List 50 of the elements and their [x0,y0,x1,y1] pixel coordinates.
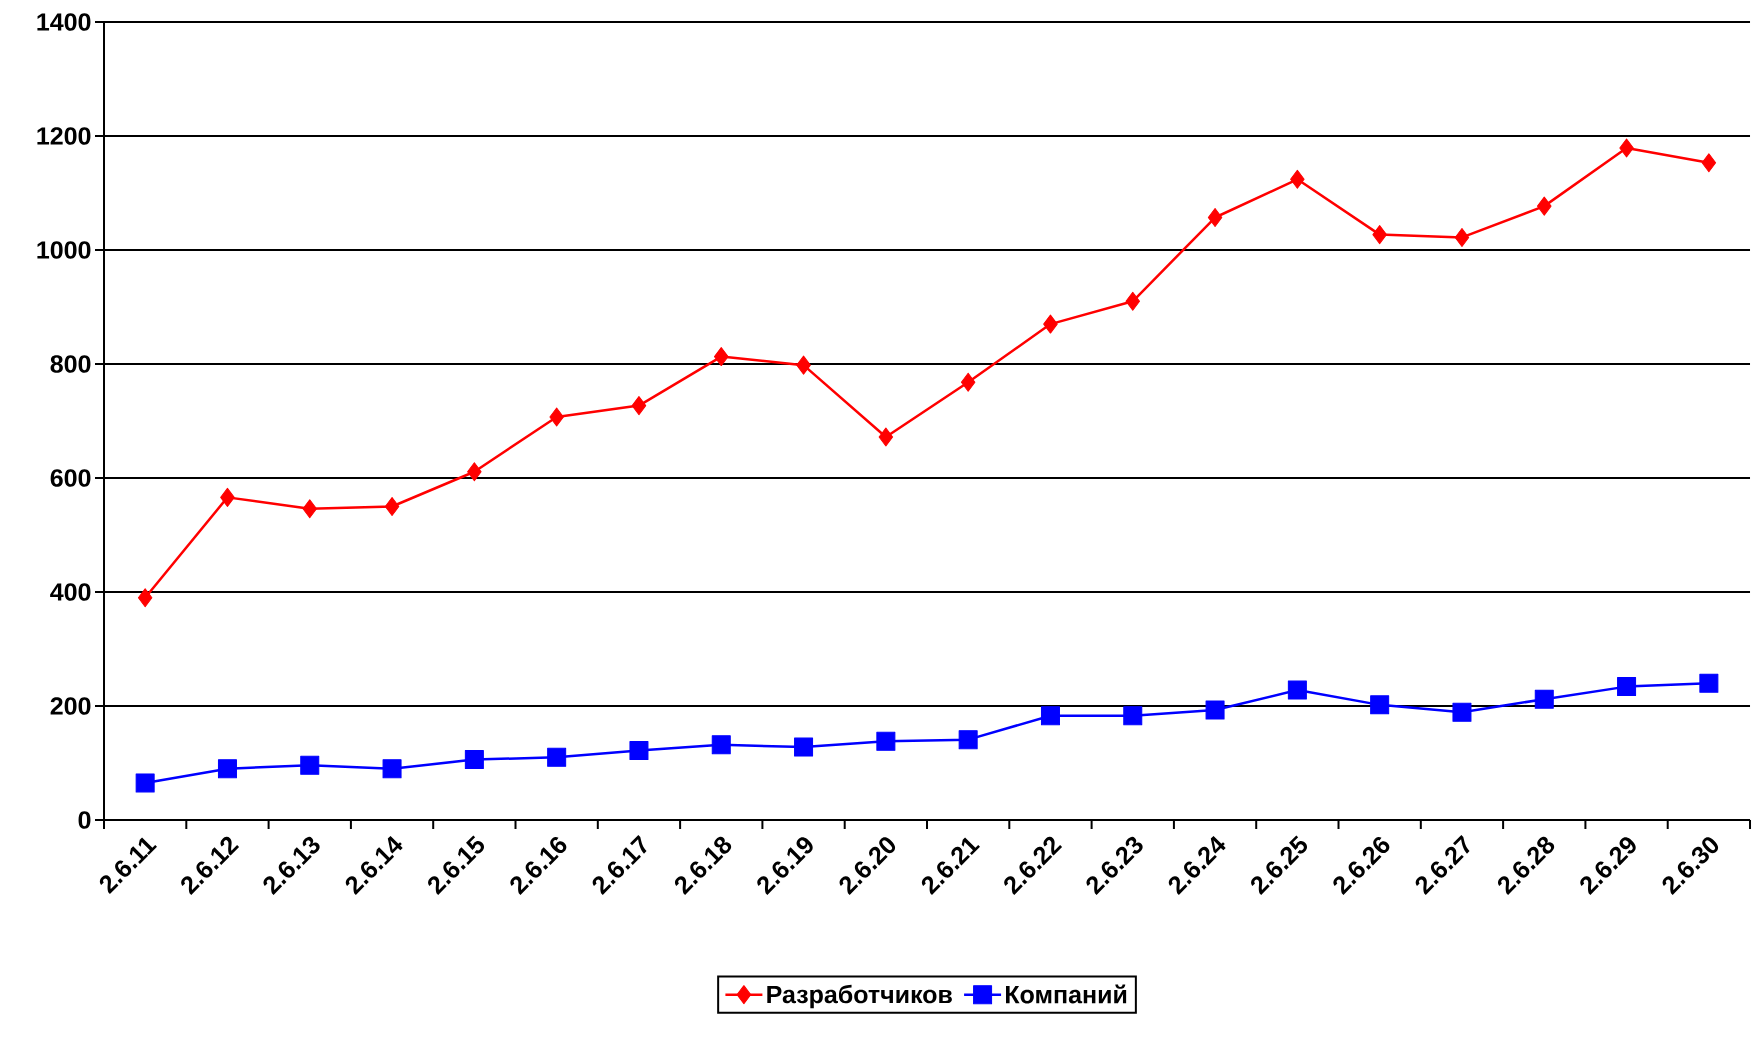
point [631,396,647,416]
point [1534,689,1554,709]
point [629,740,649,760]
point [547,747,567,767]
y-tick-label: 400 [50,583,91,601]
y-tick-label: 1000 [37,241,91,259]
point [1617,677,1637,697]
point [1287,680,1307,700]
point [384,497,400,516]
point [1123,706,1143,726]
point [794,737,814,757]
point [220,487,235,507]
point [300,755,320,775]
point [1452,702,1472,722]
y-tick-label: 0 [78,811,91,829]
point [302,499,318,519]
y-tick-label: 800 [50,355,91,373]
point [878,427,894,447]
legend-label: Разработчиков [767,984,952,1009]
point [1454,227,1470,247]
y-tick-label: 1200 [37,127,91,145]
point [1619,138,1634,158]
y-tick-label: 1400 [37,13,91,31]
point [1699,673,1719,693]
point [1043,314,1058,334]
y-tick-label: 200 [50,697,91,715]
point [1207,208,1223,228]
point [464,750,484,770]
point [467,462,482,482]
point [137,588,153,608]
point [796,355,811,375]
point [714,347,729,367]
point [1701,153,1717,173]
point [382,759,402,779]
point [1290,169,1305,189]
point [217,759,237,779]
point [549,407,564,427]
point [960,372,976,392]
point [135,773,155,793]
point [1372,225,1387,245]
point [711,735,731,755]
y-tick-label: 600 [50,469,91,487]
point [1205,700,1225,720]
point [1537,196,1552,216]
point [1040,706,1060,726]
legend-label: Компаний [1006,984,1127,1004]
point [1370,695,1390,715]
point [958,730,978,750]
point [876,731,896,751]
point [1125,291,1141,311]
